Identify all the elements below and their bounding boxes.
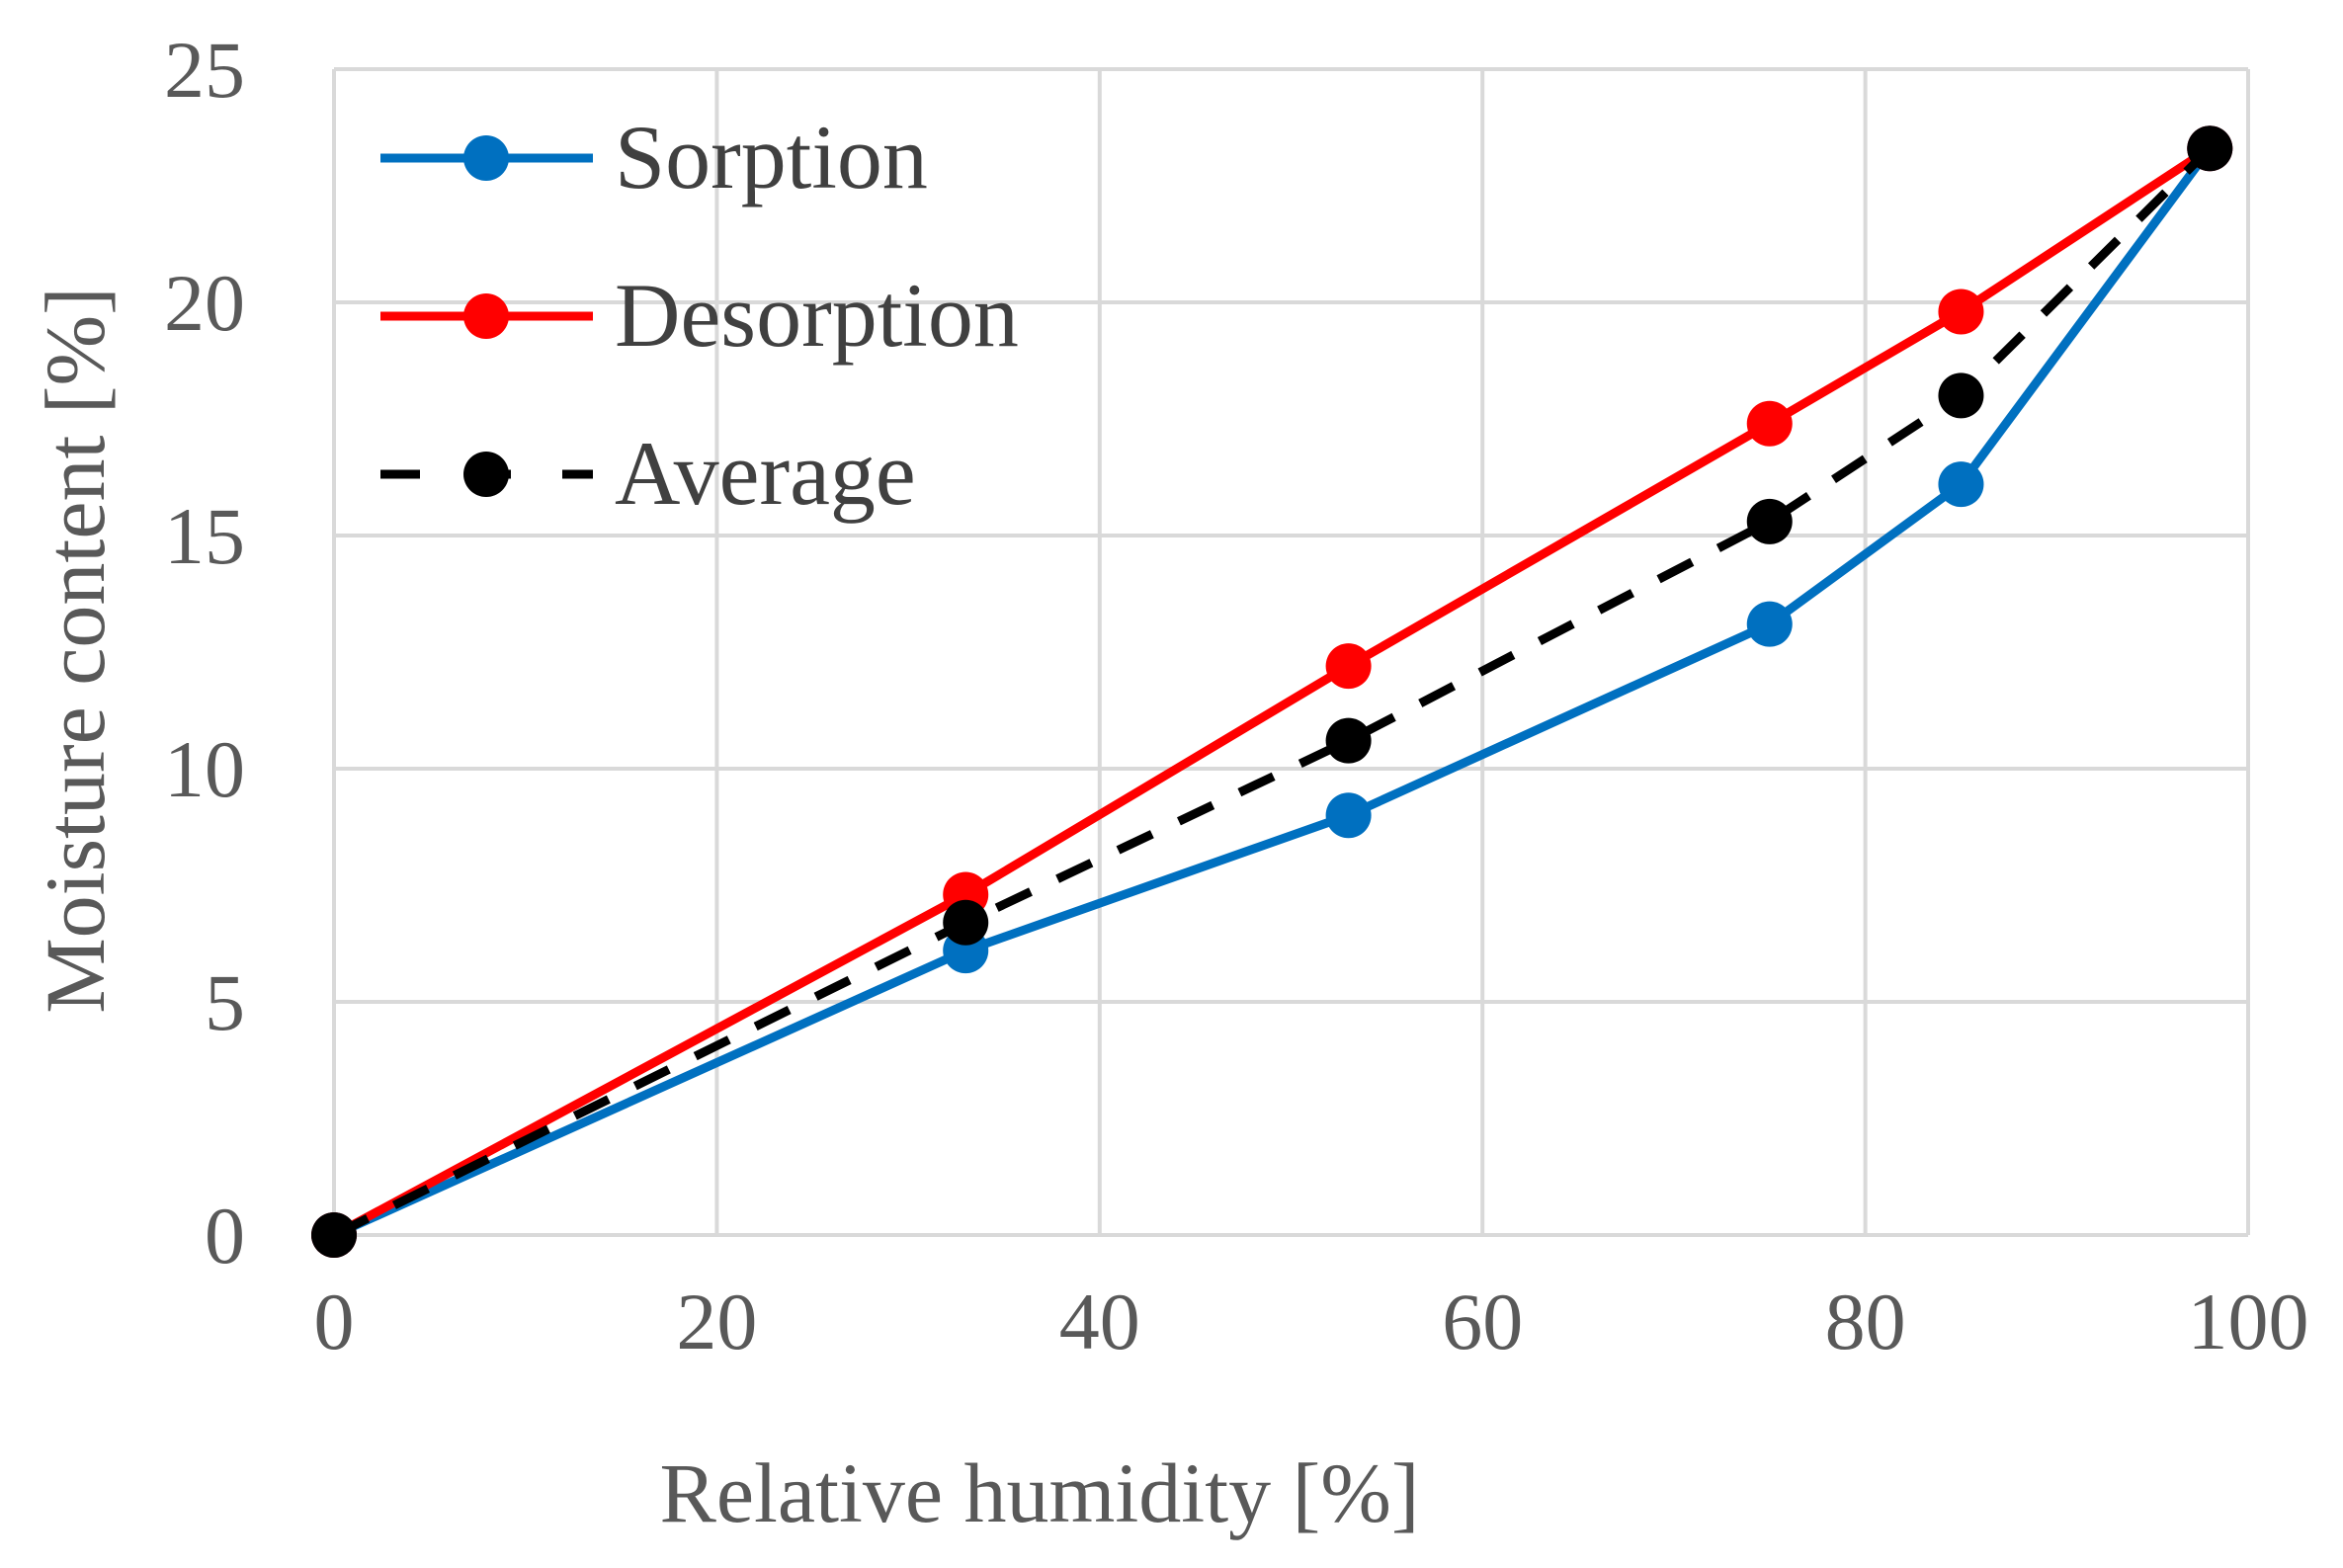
x-tick-label: 0 bbox=[314, 1277, 355, 1366]
data-point-sorption bbox=[1746, 601, 1793, 647]
data-point-average bbox=[311, 1212, 357, 1258]
y-axis-title: Moisture content [%] bbox=[28, 287, 123, 1014]
x-tick-label: 60 bbox=[1442, 1277, 1523, 1366]
x-tick-label: 100 bbox=[2188, 1277, 2309, 1366]
y-tick-label: 15 bbox=[164, 491, 245, 581]
legend: Sorption Desorption Average bbox=[380, 107, 1019, 524]
x-tick-label: 20 bbox=[676, 1277, 757, 1366]
data-point-sorption bbox=[1938, 461, 1984, 508]
data-point-average bbox=[943, 899, 989, 946]
gridlines bbox=[332, 67, 2250, 1237]
x-tick-label: 40 bbox=[1059, 1277, 1140, 1366]
y-tick-label: 5 bbox=[205, 957, 245, 1047]
y-tick-label: 25 bbox=[164, 25, 245, 115]
y-tick-label: 0 bbox=[205, 1191, 245, 1280]
y-tick-label: 20 bbox=[164, 258, 245, 348]
data-point-average bbox=[1325, 717, 1372, 764]
legend-marker-average bbox=[463, 452, 509, 497]
series-layer bbox=[311, 125, 2233, 1258]
data-point-desorption bbox=[1938, 289, 1984, 335]
legend-marker-sorption bbox=[463, 135, 509, 181]
tick-labels: 0 20 40 60 80 100 0 5 10 15 20 25 bbox=[164, 25, 2309, 1366]
y-tick-label: 10 bbox=[164, 724, 245, 814]
data-point-desorption bbox=[1325, 643, 1372, 690]
data-point-average bbox=[1938, 372, 1984, 419]
data-point-average bbox=[2187, 125, 2233, 172]
legend-label-average: Average bbox=[615, 423, 916, 524]
x-axis-title: Relative humidity [%] bbox=[659, 1445, 1419, 1540]
legend-label-sorption: Sorption bbox=[615, 107, 928, 207]
data-point-desorption bbox=[1746, 400, 1793, 447]
series-line-desorption bbox=[329, 143, 2215, 1240]
legend-marker-desorption bbox=[463, 293, 509, 339]
data-point-average bbox=[1746, 498, 1793, 544]
x-tick-label: 80 bbox=[1825, 1277, 1906, 1366]
legend-label-desorption: Desorption bbox=[615, 265, 1019, 366]
data-point-sorption bbox=[1325, 792, 1372, 839]
series-line-sorption bbox=[329, 143, 2215, 1240]
series-line-average bbox=[332, 145, 2214, 1240]
